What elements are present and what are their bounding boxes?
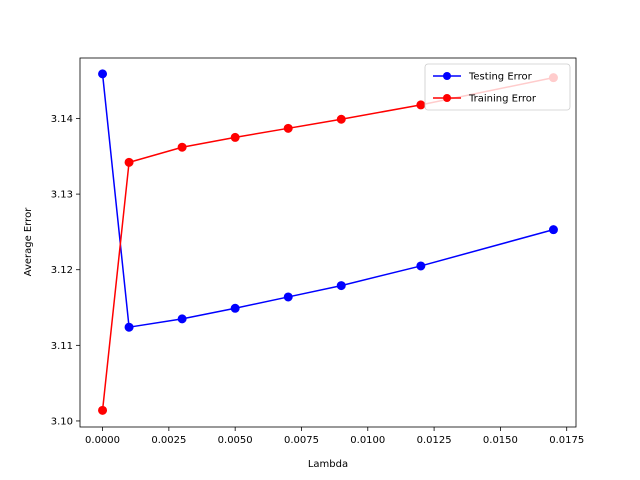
legend: Testing Error Training Error	[424, 63, 571, 111]
x-tick-label: 0.0075	[284, 435, 319, 446]
testing-error-point	[283, 292, 293, 302]
x-tick-label: 0.0100	[350, 435, 385, 446]
y-axis-label: Average Error	[23, 207, 34, 277]
y-tick-label: 3.10	[51, 416, 73, 427]
testing-error-point	[98, 69, 108, 79]
legend-testing-error-label: Testing Error	[468, 72, 533, 83]
y-tick-label: 3.13	[51, 190, 73, 201]
training-error-point	[177, 142, 187, 152]
axes-frame	[79, 57, 577, 428]
testing-error-line	[101, 73, 554, 328]
x-tick-label: 0.0000	[85, 435, 120, 446]
training-error-point	[283, 123, 293, 133]
testing-error-point	[336, 281, 346, 291]
testing-error-point	[177, 314, 187, 324]
y-tick-label: 3.14	[51, 114, 73, 125]
x-tick-label: 0.0050	[218, 435, 253, 446]
testing-error-point	[124, 322, 134, 332]
training-error-point	[230, 132, 240, 142]
x-tick-label: 0.0125	[417, 435, 452, 446]
x-tick-label: 0.0025	[151, 435, 186, 446]
plot-area	[98, 69, 558, 415]
training-error-point	[336, 114, 346, 124]
legend-testing-error-marker	[443, 72, 451, 80]
axes: 0.0000 0.0025 0.0050 0.0075 0.0100 0.0125 0.01…	[51, 57, 584, 446]
training-error-point	[416, 100, 426, 110]
x-tick-label: 0.0175	[549, 435, 584, 446]
testing-error-point	[548, 225, 558, 235]
testing-error-point	[230, 303, 240, 313]
x-axis-label: Lambda	[308, 459, 348, 470]
legend-training-error-label: Training Error	[468, 94, 537, 105]
training-error-point	[124, 157, 134, 167]
legend-training-error-marker	[443, 94, 451, 102]
x-tick-label: 0.0150	[483, 435, 518, 446]
legend-box	[424, 63, 571, 111]
y-tick-label: 3.12	[51, 265, 73, 276]
training-error-line	[101, 76, 554, 411]
training-error-point	[98, 405, 108, 415]
testing-error-point	[416, 261, 426, 271]
y-tick-label: 3.11	[51, 341, 73, 352]
